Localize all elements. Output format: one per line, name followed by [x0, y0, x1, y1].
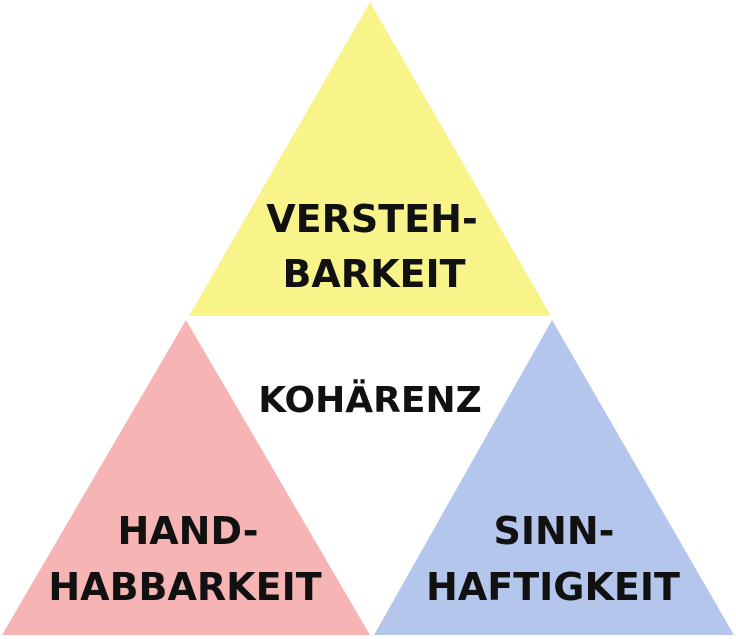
left-triangle-group: HAND- HABBARKEIT [2, 320, 370, 635]
right-triangle [374, 320, 734, 635]
center-label: KOHÄRENZ [258, 379, 481, 421]
top-triangle-label-line1: VERSTEH- [266, 197, 477, 241]
left-triangle-label-line2: HABBARKEIT [48, 565, 321, 609]
right-triangle-label-line2: HAFTIGKEIT [426, 565, 680, 609]
right-triangle-label-line1: SINN- [494, 509, 615, 553]
right-triangle-group: SINN- HAFTIGKEIT [374, 320, 734, 635]
left-triangle-label-line1: HAND- [117, 509, 258, 553]
top-triangle-label-line2: BARKEIT [282, 252, 465, 296]
left-triangle [2, 320, 370, 635]
top-triangle-group: VERSTEH- BARKEIT [189, 2, 551, 316]
top-triangle [189, 2, 551, 316]
